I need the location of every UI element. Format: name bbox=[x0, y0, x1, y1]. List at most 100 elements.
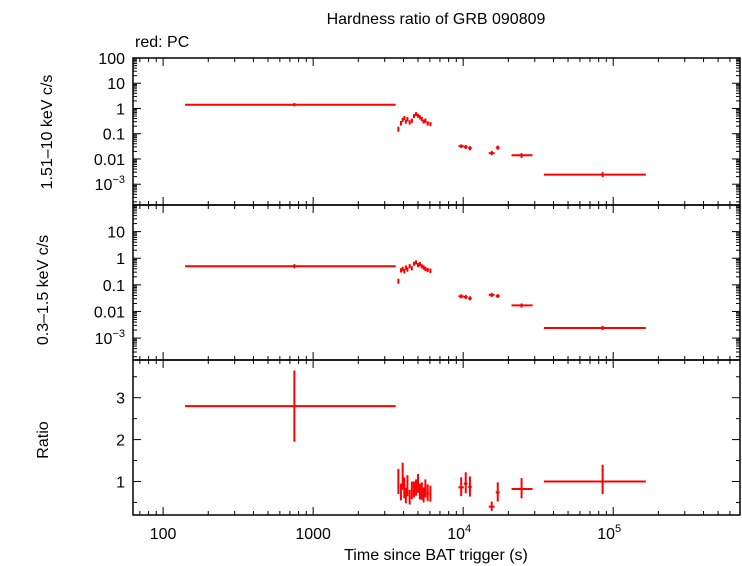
data-point bbox=[495, 145, 500, 150]
data-point bbox=[424, 118, 427, 123]
panel-ratio: Ratio 1 2 3 bbox=[35, 359, 741, 516]
data-point bbox=[185, 264, 396, 269]
data-point bbox=[406, 267, 409, 272]
panel-frame bbox=[132, 359, 741, 516]
data-point bbox=[488, 150, 495, 156]
y-axis-label: Ratio bbox=[35, 421, 52, 458]
x-tick-label: 104 bbox=[447, 523, 471, 543]
data-point bbox=[408, 120, 411, 125]
panel-soft: 0.3–1.5 keV c/s 10 1 0.1 0.01 10−3 bbox=[35, 204, 741, 361]
data-point bbox=[415, 479, 418, 496]
data-point bbox=[511, 153, 533, 158]
y-tick-label: 1 bbox=[116, 101, 125, 118]
data-point bbox=[401, 266, 404, 272]
data-point bbox=[418, 115, 421, 120]
data-point bbox=[399, 120, 402, 126]
data-point bbox=[408, 264, 411, 269]
data-point bbox=[412, 481, 415, 498]
y-tick-label: 0.1 bbox=[103, 278, 125, 295]
data-point bbox=[468, 296, 472, 301]
data-point bbox=[418, 483, 421, 500]
data-point bbox=[429, 485, 432, 502]
y-tick-label: 0.01 bbox=[94, 304, 125, 321]
data-point bbox=[397, 468, 400, 495]
data-point bbox=[404, 119, 407, 124]
data-point bbox=[401, 117, 404, 123]
data-point bbox=[185, 102, 396, 107]
data-point bbox=[495, 294, 500, 299]
data-point bbox=[422, 265, 425, 270]
y-tick-label: 1 bbox=[116, 474, 125, 491]
chart-title: Hardness ratio of GRB 090809 bbox=[327, 11, 546, 28]
data-point bbox=[426, 484, 429, 502]
data-point bbox=[424, 266, 427, 272]
data-point bbox=[429, 122, 432, 127]
data-point bbox=[417, 263, 420, 268]
data-point bbox=[543, 172, 646, 178]
data-point bbox=[543, 325, 646, 331]
data-point bbox=[417, 113, 420, 118]
data-point bbox=[488, 292, 495, 297]
y-tick-label: 0.01 bbox=[94, 152, 125, 169]
data-point bbox=[458, 144, 464, 149]
data-point bbox=[412, 261, 415, 266]
data-point bbox=[408, 489, 411, 505]
legend-label: red: PC bbox=[135, 34, 189, 51]
data-point bbox=[406, 475, 409, 497]
data-point bbox=[420, 482, 423, 500]
data-point bbox=[399, 268, 402, 273]
data-point bbox=[468, 476, 472, 497]
y-axis-label: 0.3–1.5 keV c/s bbox=[35, 235, 52, 345]
data-point bbox=[495, 482, 500, 502]
data-point bbox=[422, 119, 425, 124]
data-point bbox=[403, 116, 406, 120]
data-point bbox=[463, 472, 468, 494]
data-point bbox=[463, 294, 468, 300]
data-point bbox=[429, 268, 432, 273]
y-tick-label: 0.1 bbox=[103, 127, 125, 144]
data-point bbox=[463, 144, 468, 149]
x-tick-label: 100 bbox=[150, 526, 177, 543]
data-point bbox=[426, 121, 429, 126]
data-point bbox=[403, 477, 406, 499]
data-point bbox=[417, 473, 420, 493]
data-point bbox=[410, 266, 413, 271]
data-point bbox=[406, 116, 409, 122]
data-point bbox=[397, 126, 400, 132]
y-axis-label: 1.51–10 keV c/s bbox=[39, 75, 56, 190]
data-point bbox=[422, 487, 425, 503]
data-point bbox=[404, 487, 407, 504]
y-tick-label: 100 bbox=[98, 51, 125, 68]
data-point bbox=[401, 462, 404, 490]
data-point bbox=[511, 303, 533, 308]
x-tick-label: 105 bbox=[597, 523, 621, 543]
data-point bbox=[403, 268, 406, 274]
data-point bbox=[410, 118, 413, 123]
y-tick-label: 1 bbox=[116, 251, 125, 268]
y-tick-label: 10 bbox=[107, 76, 125, 93]
data-point bbox=[511, 478, 533, 499]
data-point bbox=[404, 265, 407, 270]
data-point bbox=[410, 481, 413, 500]
data-point bbox=[458, 294, 464, 299]
y-tick-label: 3 bbox=[116, 391, 125, 408]
data-point bbox=[415, 112, 418, 117]
data-point bbox=[458, 477, 464, 497]
data-point bbox=[397, 278, 400, 284]
x-tick-label: 1000 bbox=[295, 526, 331, 543]
data-point bbox=[418, 262, 421, 267]
data-point bbox=[468, 146, 472, 151]
data-point bbox=[420, 116, 423, 122]
y-tick-label: 10−3 bbox=[95, 328, 125, 348]
y-tick-label: 10−3 bbox=[95, 174, 125, 194]
data-point bbox=[488, 501, 495, 511]
panel-frame bbox=[132, 57, 741, 206]
panel-frame bbox=[132, 204, 741, 361]
data-point bbox=[415, 260, 418, 265]
data-point bbox=[420, 264, 423, 269]
data-point bbox=[426, 267, 429, 273]
data-point bbox=[185, 370, 396, 442]
data-point bbox=[412, 114, 415, 118]
data-point bbox=[424, 479, 427, 498]
